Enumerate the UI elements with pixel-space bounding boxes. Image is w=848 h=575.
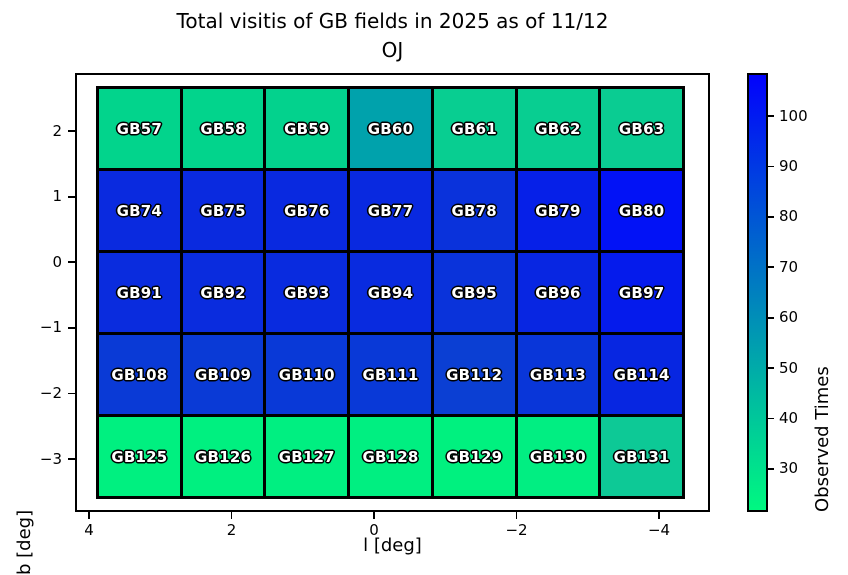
- chart-title-line1: Total visitis of GB fields in 2025 as of…: [176, 9, 609, 33]
- heatmap-cell-GB60: GB60: [350, 89, 431, 168]
- heatmap-cell-GB128: GB128: [350, 417, 431, 496]
- colorbar-tick-label: 30: [779, 459, 799, 478]
- x-axis-label: l [deg]: [363, 535, 422, 556]
- heatmap-cell-GB92: GB92: [182, 253, 264, 332]
- y-tick-mark: [68, 327, 75, 329]
- y-tick-label: −3: [39, 449, 62, 468]
- heatmap-cell-GB76: GB76: [266, 171, 348, 250]
- colorbar-tick-mark: [768, 468, 774, 470]
- colorbar-tick-label: 70: [779, 257, 799, 276]
- chart-title: Total visitis of GB fields in 2025 as of…: [75, 7, 710, 65]
- y-tick-mark: [68, 392, 75, 395]
- heatmap-cell-GB79: GB79: [517, 171, 599, 250]
- colorbar-tick-label: 100: [779, 106, 808, 125]
- heatmap-cell-GB80: GB80: [601, 171, 682, 250]
- x-tick-label: 2: [226, 521, 237, 539]
- heatmap-cell-GB61: GB61: [433, 89, 515, 168]
- heatmap-cell-GB91: GB91: [99, 253, 180, 332]
- heatmap-cell-GB130: GB130: [517, 417, 599, 496]
- y-tick-label: 1: [52, 187, 62, 206]
- y-tick-label: 2: [52, 121, 62, 140]
- heatmap-cell-GB94: GB94: [350, 253, 431, 332]
- y-tick-mark: [68, 130, 75, 133]
- colorbar-label: Observed Times: [812, 366, 833, 512]
- y-tick-mark: [68, 458, 75, 461]
- x-tick-mark: [88, 512, 90, 519]
- heatmap-cell-GB112: GB112: [433, 335, 515, 414]
- heatmap-grid: GB57 GB58 GB59 GB60 GB61 GB62 GB63 GB74 GB75 GB76…: [96, 86, 685, 499]
- colorbar-tick-mark: [768, 165, 774, 168]
- y-axis-label: b [deg]: [14, 509, 35, 575]
- x-tick-label: 0: [369, 521, 379, 539]
- heatmap-cell-GB78: GB78: [433, 171, 515, 250]
- heatmap-cell-GB113: GB113: [517, 335, 599, 414]
- heatmap-cell-GB96: GB96: [517, 253, 599, 332]
- plot-area: GB57 GB58 GB59 GB60 GB61 GB62 GB63 GB74 GB75 GB76…: [75, 73, 710, 512]
- heatmap-cell-GB63: GB63: [601, 89, 682, 168]
- y-tick-mark: [68, 195, 75, 198]
- colorbar-tick-mark: [768, 115, 774, 118]
- heatmap-cell-GB77: GB77: [350, 171, 431, 250]
- heatmap-cell-GB131: GB131: [601, 417, 682, 496]
- heatmap-cell-GB111: GB111: [350, 335, 431, 414]
- heatmap-cell-GB58: GB58: [182, 89, 264, 168]
- colorbar-tick-label: 90: [779, 156, 799, 175]
- x-tick-label: 4: [84, 521, 94, 539]
- heatmap-cell-GB127: GB127: [266, 417, 348, 496]
- heatmap-cell-GB93: GB93: [266, 253, 348, 332]
- heatmap-cell-GB126: GB126: [182, 417, 264, 496]
- x-tick-label: −4: [647, 521, 671, 539]
- chart-title-line2: OJ: [381, 38, 404, 62]
- x-tick-mark: [230, 512, 233, 519]
- colorbar-tick-label: 60: [779, 308, 799, 327]
- colorbar-tick-label: 80: [779, 207, 799, 226]
- heatmap-cell-GB57: GB57: [99, 89, 180, 168]
- x-tick-mark: [373, 512, 375, 519]
- x-tick-mark: [658, 512, 660, 519]
- colorbar-gradient: [747, 73, 768, 512]
- colorbar-tick-label: 50: [779, 358, 799, 377]
- heatmap-cell-GB97: GB97: [601, 253, 682, 332]
- heatmap-cell-GB75: GB75: [182, 171, 264, 250]
- heatmap-cell-GB95: GB95: [433, 253, 515, 332]
- colorbar-tick-mark: [768, 367, 774, 370]
- heatmap-cell-GB59: GB59: [266, 89, 348, 168]
- heatmap-cell-GB108: GB108: [99, 335, 180, 414]
- heatmap-cell-GB129: GB129: [433, 417, 515, 496]
- colorbar-tick-mark: [768, 316, 774, 319]
- y-tick-label: −1: [39, 318, 62, 337]
- y-tick-label: 0: [52, 252, 62, 271]
- x-tick-mark: [515, 512, 518, 519]
- colorbar-tick-mark: [768, 216, 774, 218]
- x-tick-label: −2: [505, 521, 528, 539]
- heatmap-cell-GB110: GB110: [266, 335, 348, 414]
- colorbar-tick-mark: [768, 266, 774, 269]
- heatmap-cell-GB109: GB109: [182, 335, 264, 414]
- heatmap-cell-GB74: GB74: [99, 171, 180, 250]
- colorbar-tick-label: 40: [779, 408, 799, 427]
- heatmap-cell-GB62: GB62: [517, 89, 599, 168]
- y-tick-label: −2: [39, 383, 62, 402]
- y-tick-mark: [68, 261, 75, 264]
- heatmap-cell-GB125: GB125: [99, 417, 180, 496]
- colorbar-tick-mark: [768, 417, 774, 420]
- heatmap-cell-GB114: GB114: [601, 335, 682, 414]
